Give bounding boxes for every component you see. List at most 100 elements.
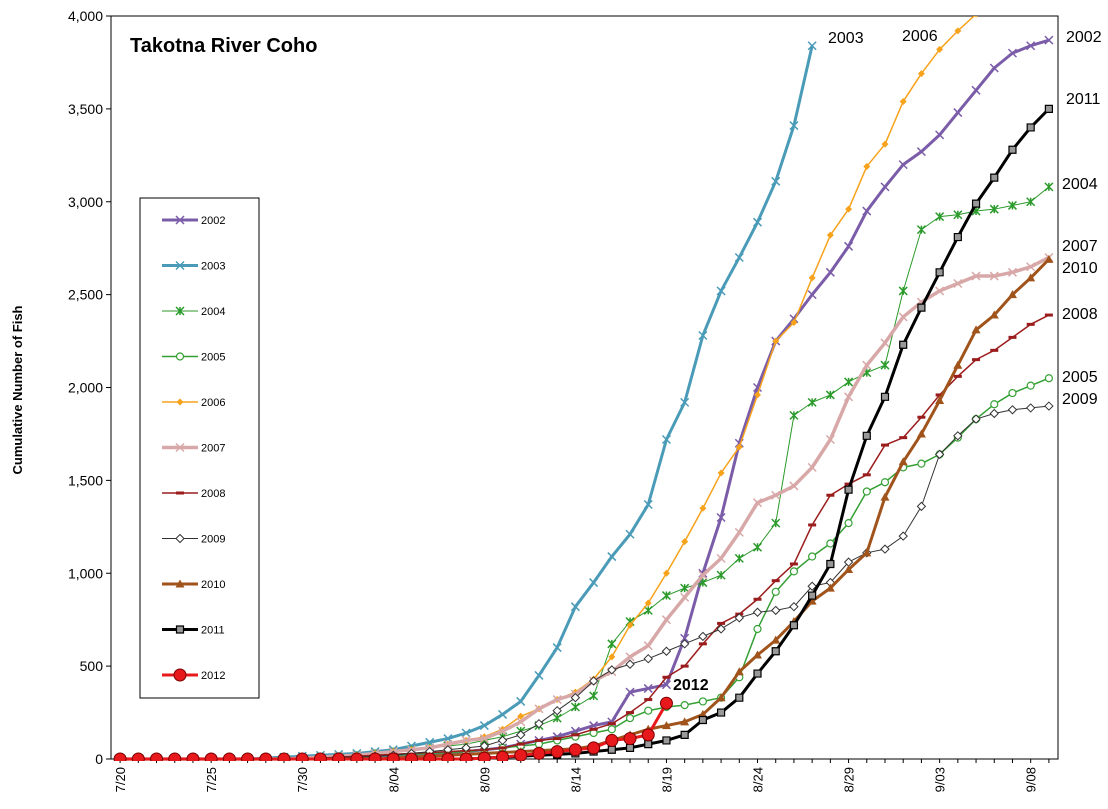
point-marker bbox=[680, 717, 690, 726]
y-tick-label: 2,000 bbox=[68, 380, 103, 396]
point-marker bbox=[771, 490, 781, 500]
point-marker bbox=[753, 669, 762, 678]
point-marker bbox=[698, 631, 708, 642]
point-marker bbox=[807, 397, 817, 407]
point-marker bbox=[679, 639, 690, 649]
point-marker bbox=[808, 274, 816, 282]
point-marker bbox=[698, 642, 707, 646]
point-marker bbox=[186, 752, 200, 761]
point-marker bbox=[863, 162, 871, 170]
point-marker bbox=[789, 567, 799, 576]
point-marker bbox=[661, 721, 671, 730]
point-marker bbox=[498, 746, 507, 750]
point-marker bbox=[934, 449, 945, 460]
point-marker bbox=[1044, 374, 1053, 383]
point-marker bbox=[953, 374, 962, 378]
point-marker bbox=[862, 487, 871, 496]
point-marker bbox=[974, 16, 978, 18]
point-marker bbox=[862, 206, 872, 216]
legend-label: 2004 bbox=[201, 306, 225, 318]
legend-label: 2005 bbox=[201, 352, 225, 364]
point-marker bbox=[844, 241, 854, 251]
point-marker bbox=[898, 286, 908, 296]
point-marker bbox=[1044, 182, 1054, 192]
point-marker bbox=[516, 717, 526, 727]
annotation: 2003 bbox=[828, 30, 864, 47]
point-marker bbox=[644, 599, 652, 607]
point-marker bbox=[716, 570, 726, 580]
point-marker bbox=[680, 664, 689, 668]
y-tick-label: 4,000 bbox=[68, 8, 103, 24]
legend-label: 2002 bbox=[201, 215, 225, 227]
legend-marker bbox=[175, 625, 185, 634]
point-marker bbox=[862, 473, 871, 477]
point-marker bbox=[552, 705, 562, 716]
point-marker bbox=[953, 210, 963, 220]
point-marker bbox=[608, 653, 616, 661]
point-marker bbox=[1008, 145, 1017, 154]
legend-marker bbox=[176, 398, 184, 406]
legend-marker bbox=[175, 533, 185, 544]
point-marker bbox=[735, 443, 743, 451]
point-marker bbox=[916, 225, 926, 235]
point-marker bbox=[807, 596, 817, 605]
point-marker bbox=[844, 392, 854, 402]
legend-marker bbox=[175, 442, 185, 453]
point-marker bbox=[1026, 322, 1035, 326]
point-marker bbox=[498, 709, 508, 719]
legend-marker bbox=[175, 579, 185, 588]
point-marker bbox=[971, 199, 981, 208]
point-marker bbox=[771, 579, 780, 583]
point-marker bbox=[587, 741, 601, 755]
point-marker bbox=[441, 752, 455, 761]
point-marker bbox=[607, 745, 616, 754]
point-marker bbox=[880, 544, 890, 554]
point-marker bbox=[734, 527, 744, 537]
point-marker bbox=[607, 665, 617, 675]
y-tick-label: 0 bbox=[95, 751, 103, 767]
point-marker bbox=[917, 459, 926, 468]
point-marker bbox=[1025, 403, 1036, 413]
point-marker bbox=[916, 429, 926, 438]
point-marker bbox=[131, 752, 145, 761]
point-marker bbox=[1044, 35, 1054, 45]
y-axis-label: Cumulative Number of Fish bbox=[10, 305, 25, 474]
point-marker bbox=[789, 621, 799, 630]
point-marker bbox=[570, 602, 580, 612]
point-marker bbox=[862, 360, 872, 370]
point-marker bbox=[826, 559, 835, 569]
annotation: 2008 bbox=[1062, 306, 1098, 323]
point-marker bbox=[626, 621, 634, 629]
point-marker bbox=[936, 45, 944, 53]
y-tick-label: 500 bbox=[80, 658, 104, 674]
point-marker bbox=[844, 518, 853, 528]
point-marker bbox=[534, 670, 544, 680]
point-marker bbox=[698, 697, 707, 706]
legend-marker bbox=[173, 668, 187, 682]
point-marker bbox=[386, 752, 400, 761]
point-marker bbox=[662, 675, 671, 679]
point-marker bbox=[880, 338, 890, 348]
point-marker bbox=[277, 752, 291, 761]
point-marker bbox=[516, 730, 526, 740]
point-marker bbox=[699, 504, 707, 512]
annotation: 2002 bbox=[1066, 29, 1102, 46]
point-marker bbox=[698, 715, 707, 725]
point-marker bbox=[698, 570, 708, 580]
point-marker bbox=[880, 182, 890, 192]
point-marker bbox=[680, 592, 690, 602]
point-marker bbox=[1007, 48, 1018, 58]
point-marker bbox=[845, 205, 853, 213]
point-marker bbox=[825, 390, 835, 400]
legend-label: 2003 bbox=[201, 261, 225, 273]
point-marker bbox=[989, 63, 999, 73]
point-marker bbox=[534, 738, 543, 742]
legend-marker bbox=[175, 260, 185, 271]
point-marker bbox=[953, 431, 963, 441]
legend-label: 2009 bbox=[201, 534, 225, 546]
point-marker bbox=[753, 597, 762, 601]
point-marker bbox=[661, 615, 671, 625]
point-marker bbox=[807, 41, 817, 51]
point-marker bbox=[259, 752, 273, 761]
